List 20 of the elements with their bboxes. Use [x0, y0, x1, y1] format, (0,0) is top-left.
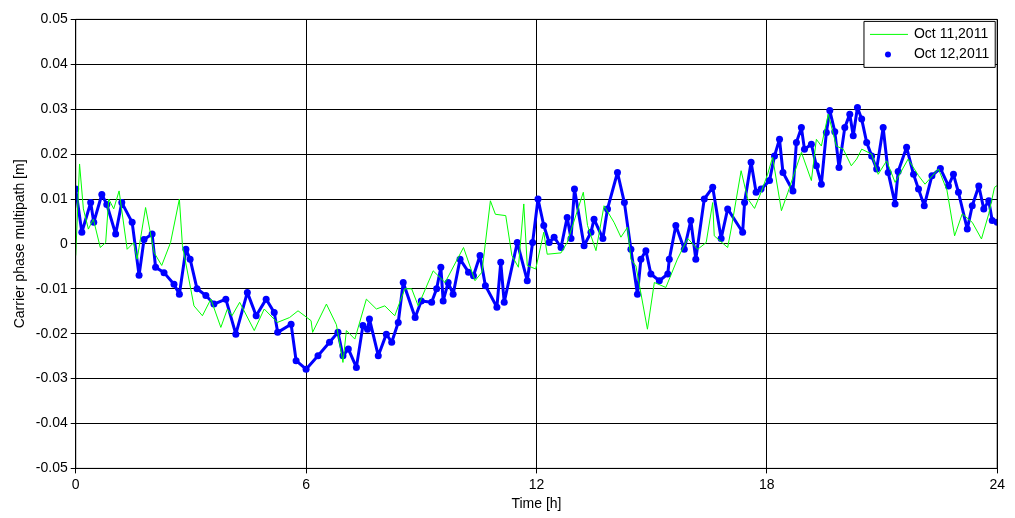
y-tick-label: 0.01 — [40, 189, 68, 206]
y-tick-label: -0.01 — [35, 279, 68, 296]
y-axis-title: Carrier phase multipath [m] — [11, 159, 28, 329]
x-tick-label: 24 — [989, 475, 1006, 492]
y-tick-label: 0.02 — [40, 144, 68, 161]
y-tick-label: 0.04 — [40, 55, 68, 72]
x-tick-label: 6 — [302, 475, 311, 492]
y-tick-label: -0.02 — [35, 324, 68, 341]
y-tick-label: -0.03 — [35, 369, 68, 386]
x-axis-title: Time [h] — [511, 495, 562, 512]
y-tick-label: -0.04 — [35, 414, 68, 431]
legend-label: Oct 11,2011 — [913, 25, 989, 42]
legend-label: Oct 12,2011 — [913, 45, 990, 62]
x-tick-label: 12 — [528, 475, 545, 492]
y-tick-label: 0.03 — [40, 100, 68, 117]
y-tick-label: -0.05 — [35, 459, 68, 476]
x-tick-label: 0 — [71, 475, 80, 492]
y-tick-label: 0.05 — [40, 10, 68, 27]
y-tick-label: 0 — [59, 234, 68, 251]
x-tick-label: 18 — [759, 475, 775, 492]
